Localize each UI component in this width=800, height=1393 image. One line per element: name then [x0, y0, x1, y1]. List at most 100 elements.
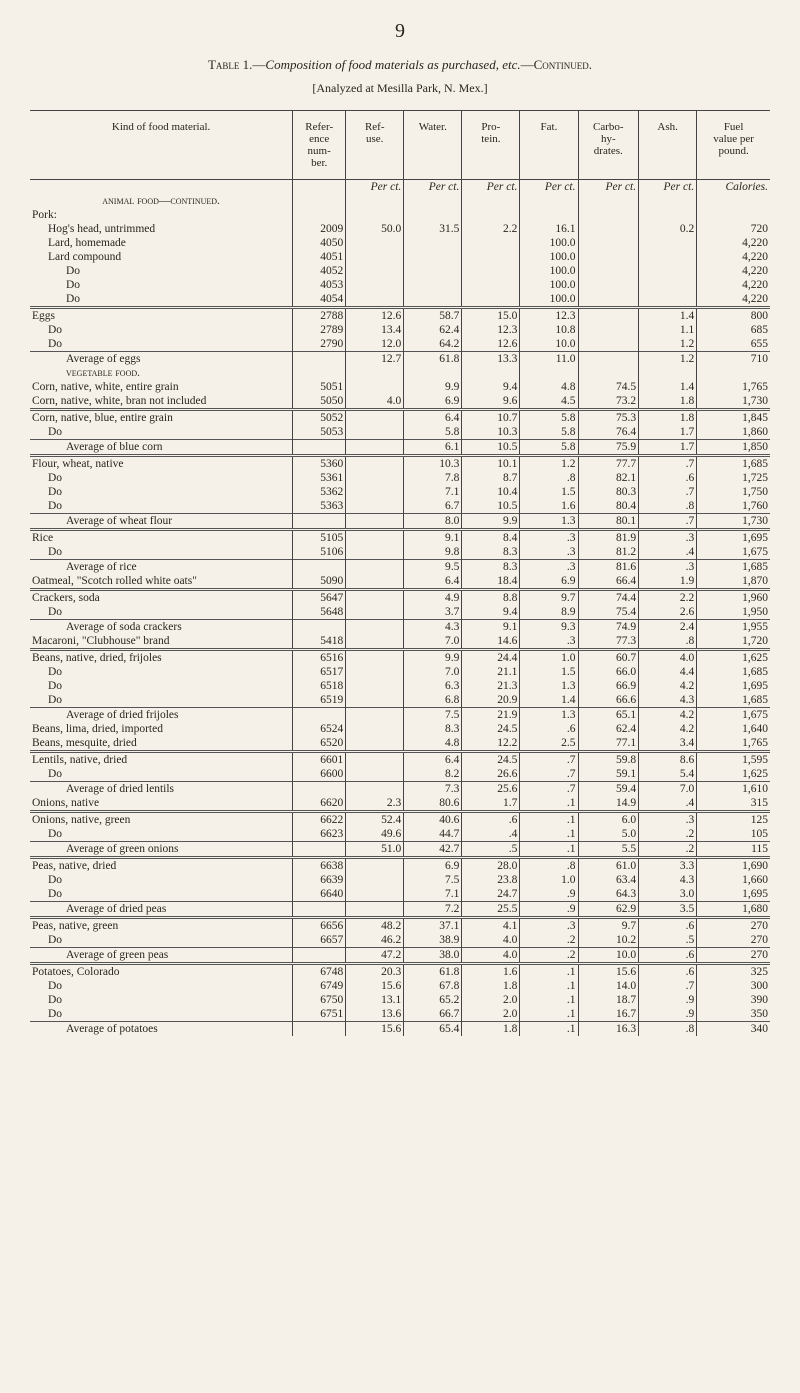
data-cell: 28.0: [462, 858, 520, 874]
data-cell: 1.4: [639, 308, 697, 324]
data-cell: 51.0: [346, 842, 404, 858]
data-cell: 1,595: [697, 752, 770, 768]
data-cell: [639, 278, 697, 292]
data-cell: 4.4: [639, 665, 697, 679]
data-cell: 710: [697, 352, 770, 367]
data-cell: [578, 292, 639, 308]
data-cell: [404, 250, 462, 264]
data-cell: 1,625: [697, 650, 770, 666]
data-cell: 1,845: [697, 410, 770, 426]
data-cell: 4052: [293, 264, 346, 278]
row-label: Rice: [30, 530, 293, 546]
data-cell: [346, 380, 404, 394]
data-cell: 80.1: [578, 514, 639, 530]
table-body: Per ct.Per ct.Per ct.Per ct.Per ct.Per c…: [30, 180, 770, 1037]
data-cell: [578, 308, 639, 324]
data-cell: 1,950: [697, 605, 770, 620]
data-cell: 80.3: [578, 485, 639, 499]
data-cell: 8.4: [462, 530, 520, 546]
data-cell: 300: [697, 979, 770, 993]
row-label: Average of dried frijoles: [30, 708, 293, 723]
data-cell: [293, 352, 346, 367]
data-cell: 6622: [293, 812, 346, 828]
unit-cell: Calories.: [697, 180, 770, 195]
data-cell: [578, 222, 639, 236]
row-label: Do: [30, 979, 293, 993]
data-cell: [639, 292, 697, 308]
row-label: Do: [30, 545, 293, 560]
data-cell: .2: [639, 827, 697, 842]
table-row: Do662349.644.7.4.15.0.2105: [30, 827, 770, 842]
data-cell: [346, 679, 404, 693]
empty-cell: [293, 366, 346, 380]
data-cell: 6.4: [404, 574, 462, 590]
data-cell: [578, 337, 639, 352]
data-cell: 685: [697, 323, 770, 337]
data-cell: [346, 693, 404, 708]
title-prefix: Table 1.—: [208, 57, 265, 72]
data-cell: 66.9: [578, 679, 639, 693]
data-cell: .7: [520, 782, 578, 797]
data-cell: 5.5: [578, 842, 639, 858]
data-cell: 2.5: [520, 736, 578, 752]
table-row: Corn, native, blue, entire grain50526.41…: [30, 410, 770, 426]
data-cell: [346, 887, 404, 902]
table-row: Average of potatoes15.665.41.8.116.3.834…: [30, 1022, 770, 1037]
table-row: Beans, native, dried, frijoles65169.924.…: [30, 650, 770, 666]
data-cell: 5050: [293, 394, 346, 410]
data-cell: .2: [520, 933, 578, 948]
data-cell: .6: [462, 812, 520, 828]
data-cell: 18.4: [462, 574, 520, 590]
data-cell: 16.1: [520, 222, 578, 236]
data-cell: 10.3: [404, 456, 462, 472]
data-cell: .1: [520, 964, 578, 980]
data-cell: 4.1: [462, 918, 520, 934]
data-cell: .4: [639, 545, 697, 560]
table-row: Average of dried lentils7.325.6.759.47.0…: [30, 782, 770, 797]
data-cell: 44.7: [404, 827, 462, 842]
data-cell: 720: [697, 222, 770, 236]
sub-title: [Analyzed at Mesilla Park, N. Mex.]: [30, 81, 770, 96]
data-cell: 1.7: [462, 796, 520, 812]
data-cell: 1,640: [697, 722, 770, 736]
data-cell: 100.0: [520, 264, 578, 278]
empty-cell: [520, 366, 578, 380]
data-cell: [404, 264, 462, 278]
data-cell: 10.0: [520, 337, 578, 352]
data-cell: 4.5: [520, 394, 578, 410]
data-cell: 3.3: [639, 858, 697, 874]
row-label: Flour, wheat, native: [30, 456, 293, 472]
data-cell: 12.6: [346, 308, 404, 324]
data-cell: 9.1: [404, 530, 462, 546]
data-cell: [346, 292, 404, 308]
data-cell: 10.4: [462, 485, 520, 499]
data-cell: 115: [697, 842, 770, 858]
column-header: Water.: [404, 111, 462, 180]
data-cell: 9.9: [404, 650, 462, 666]
row-label: Average of soda crackers: [30, 620, 293, 635]
data-cell: 6601: [293, 752, 346, 768]
table-row: Average of green onions51.042.7.5.15.5.2…: [30, 842, 770, 858]
unit-cell: Per ct.: [520, 180, 578, 195]
data-cell: 1,750: [697, 485, 770, 499]
row-label: Average of blue corn: [30, 440, 293, 456]
data-cell: [346, 264, 404, 278]
data-cell: [578, 323, 639, 337]
row-label: Potatoes, Colorado: [30, 964, 293, 980]
data-cell: 1.2: [639, 352, 697, 367]
data-cell: 2.2: [639, 590, 697, 606]
page-number: 9: [30, 20, 770, 43]
data-cell: [639, 236, 697, 250]
data-cell: 9.9: [462, 514, 520, 530]
data-cell: [404, 278, 462, 292]
data-cell: [346, 560, 404, 575]
data-cell: 1,695: [697, 887, 770, 902]
section-label: vegetable food.: [30, 366, 293, 380]
data-cell: .6: [520, 722, 578, 736]
table-row: Crackers, soda56474.98.89.774.42.21,960: [30, 590, 770, 606]
data-cell: .1: [520, 1007, 578, 1022]
row-label: Corn, native, white, bran not included: [30, 394, 293, 410]
table-row: Eggs278812.658.715.012.31.4800: [30, 308, 770, 324]
data-cell: 6516: [293, 650, 346, 666]
data-cell: 2.3: [346, 796, 404, 812]
